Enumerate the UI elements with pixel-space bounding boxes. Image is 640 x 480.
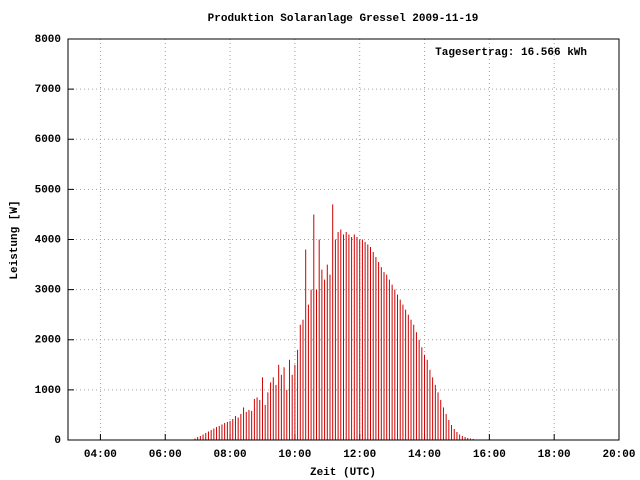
y-tick-label: 4000 <box>35 234 61 246</box>
x-tick-label: 14:00 <box>408 449 441 461</box>
x-tick-label: 04:00 <box>84 449 117 461</box>
chart-title: Produktion Solaranlage Gressel 2009-11-1… <box>208 13 479 25</box>
x-tick-label: 10:00 <box>278 449 311 461</box>
y-tick-label: 5000 <box>35 184 61 196</box>
x-tick-label: 16:00 <box>473 449 506 461</box>
plot-frame <box>67 38 620 441</box>
x-tick-label: 08:00 <box>214 449 247 461</box>
y-tick-label: 8000 <box>35 34 61 46</box>
x-tick-label: 06:00 <box>149 449 182 461</box>
x-tick-label: 12:00 <box>343 449 376 461</box>
x-tick-label: 18:00 <box>538 449 571 461</box>
y-tick-label: 6000 <box>35 134 61 146</box>
y-tick-label: 3000 <box>35 285 61 297</box>
y-tick-label: 2000 <box>35 335 61 347</box>
y-tick-label: 1000 <box>35 385 61 397</box>
y-axis-label: Leistung [W] <box>9 200 21 279</box>
y-tick-label: 7000 <box>35 84 61 96</box>
y-tick-label: 0 <box>54 435 61 447</box>
x-tick-label: 20:00 <box>602 449 635 461</box>
annotation: Tagesertrag: 16.566 kWh <box>435 47 587 59</box>
x-axis-label: Zeit (UTC) <box>310 467 376 479</box>
